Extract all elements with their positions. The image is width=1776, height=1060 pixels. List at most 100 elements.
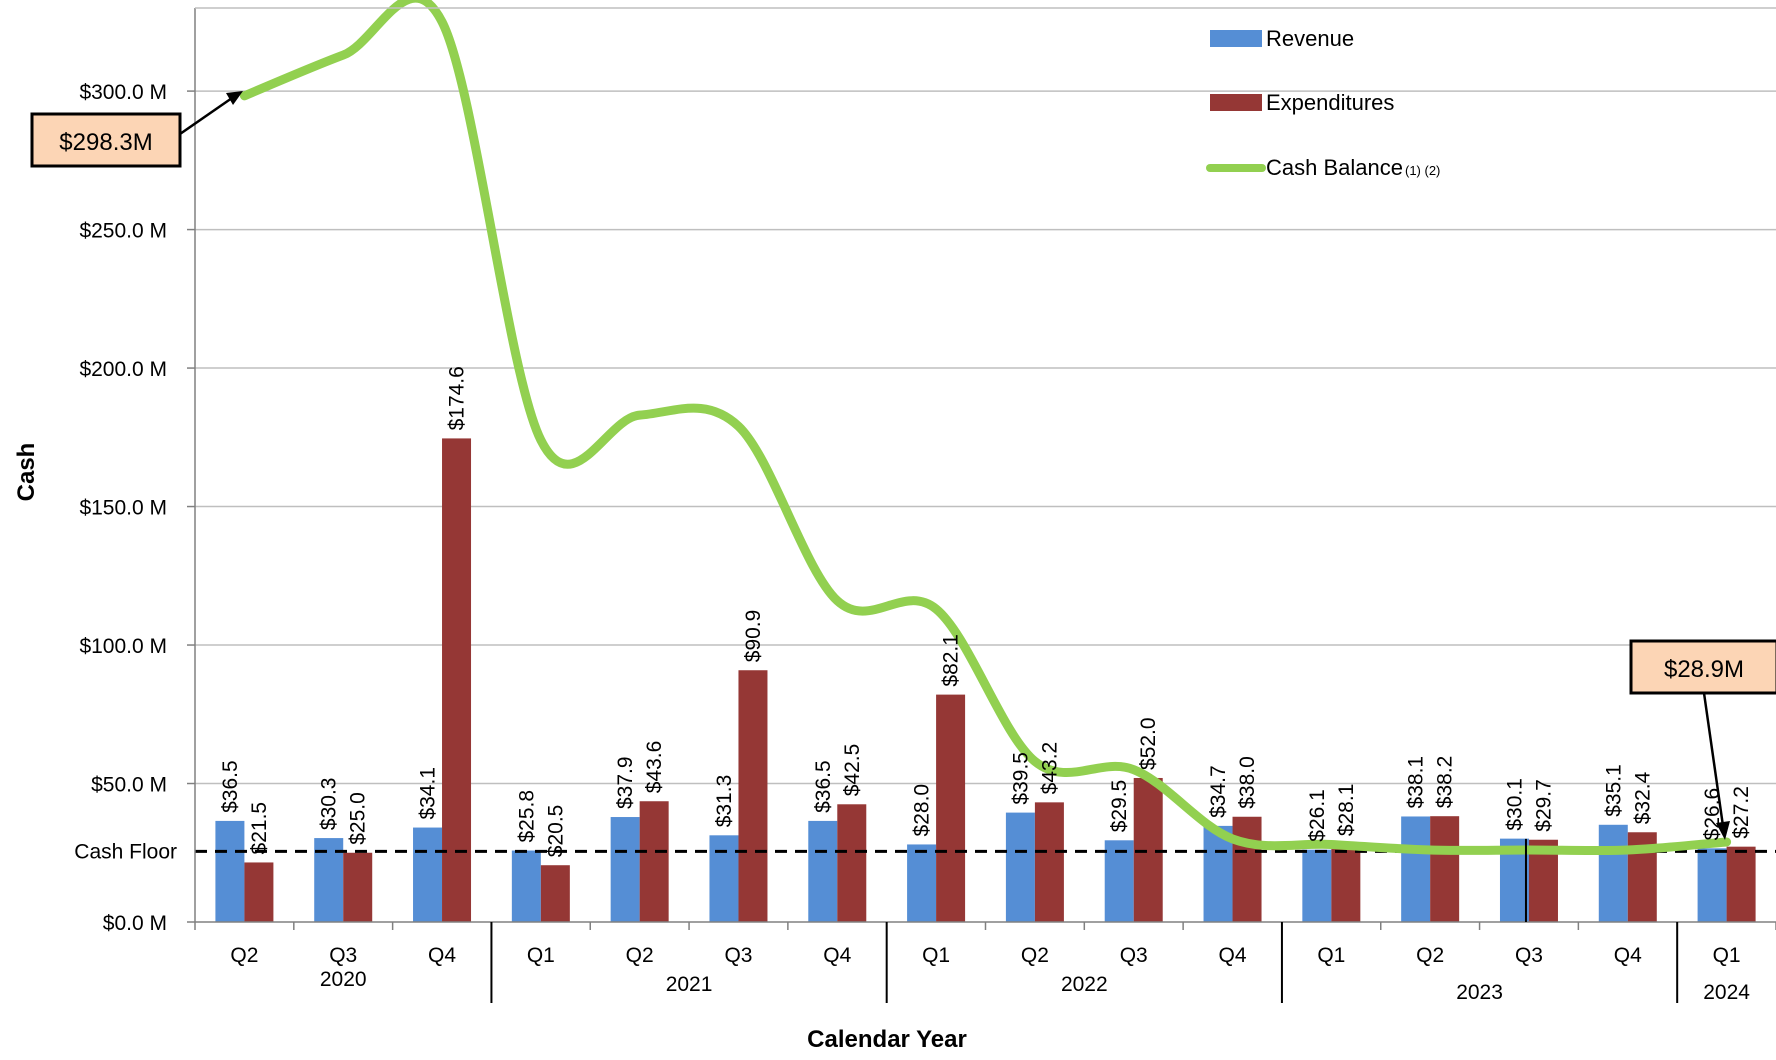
x-category-label: Q2: [626, 944, 654, 967]
x-category-label: Q3: [1515, 944, 1543, 967]
data-label-revenue: $30.3: [318, 778, 341, 831]
cash-floor-label: Cash Floor: [74, 840, 177, 863]
bar-revenue: [907, 844, 937, 922]
data-label-revenue: $26.1: [1306, 789, 1329, 842]
y-tick-label: $50.0 M: [91, 774, 167, 797]
bar-revenue: [1697, 848, 1727, 922]
legend-swatch-revenue: [1210, 30, 1262, 47]
bar-expenditures: [639, 801, 669, 922]
x-axis-categories: Q2 Q3 Q4 Q1 Q2 Q3 Q4 Q1 Q2 Q3 Q4 Q1 Q2 Q3 Q4 Q1 2020 2021…: [230, 944, 1750, 1004]
data-label-revenue: $39.5: [1009, 752, 1032, 805]
callout-end-arrowhead: [1716, 821, 1730, 840]
callout-end-text: $28.9M: [1664, 656, 1744, 683]
cash-balance-line-group: [239, 0, 1732, 856]
bar-revenue: [1203, 825, 1233, 922]
data-label-revenue: $29.5: [1108, 780, 1131, 833]
x-axis-title: Calendar Year: [807, 1026, 967, 1053]
bar-expenditures: [936, 694, 966, 922]
x-category-label: Q1: [922, 944, 950, 967]
callout-start-balance: $298.3M: [30, 91, 243, 168]
bar-expenditures: [1430, 816, 1460, 922]
bar-revenue: [808, 820, 838, 922]
x-category-label: Q1: [1713, 944, 1741, 967]
bar-revenue: [610, 817, 640, 922]
x-category-label: Q2: [1416, 944, 1444, 967]
y-tick-label: $200.0 M: [79, 358, 167, 381]
data-label-expenditures: $43.2: [1038, 742, 1061, 795]
bars: [215, 438, 1756, 922]
bar-expenditures: [1331, 844, 1361, 922]
data-label-expenditures: $38.0: [1236, 756, 1259, 809]
callout-start-text: $298.3M: [59, 129, 152, 156]
data-label-expenditures: $42.5: [841, 744, 864, 797]
x-year-label: 2024: [1703, 981, 1750, 1004]
x-category-label: Q1: [1317, 944, 1345, 967]
bar-expenditures: [244, 862, 274, 922]
x-category-label: Q4: [428, 944, 456, 967]
data-label-revenue: $31.3: [713, 775, 736, 828]
data-label-expenditures: $27.2: [1730, 786, 1753, 839]
data-label-expenditures: $52.0: [1137, 717, 1160, 770]
bar-expenditures: [837, 804, 867, 922]
svg-text:Cash Balance(1) (2): Cash Balance (1) (2): [1266, 155, 1440, 180]
y-tick-label: $0.0 M: [103, 912, 167, 935]
data-label-revenue: $36.5: [812, 760, 835, 813]
cash-floor-group: Cash Floor: [74, 840, 1776, 863]
x-category-label: Q4: [823, 944, 851, 967]
x-category-label: Q1: [527, 944, 555, 967]
bar-revenue: [1104, 840, 1134, 922]
data-label-revenue: $25.8: [515, 790, 538, 843]
callout-start-arrow: [179, 96, 233, 136]
y-tick-label: $150.0 M: [79, 497, 167, 520]
bar-revenue: [1598, 824, 1628, 922]
data-label-expenditures: $174.6: [446, 366, 469, 430]
y-tick-label: $100.0 M: [79, 635, 167, 658]
x-category-label: Q2: [1021, 944, 1049, 967]
data-label-expenditures: $28.1: [1335, 784, 1358, 837]
bar-revenue: [709, 835, 739, 922]
data-label-expenditures: $90.9: [742, 610, 765, 663]
data-label-revenue: $35.1: [1602, 764, 1625, 817]
bar-expenditures: [343, 852, 373, 922]
x-year-label: 2022: [1061, 973, 1108, 996]
callout-end-box: [1629, 639, 1776, 695]
data-label-expenditures: $32.4: [1631, 771, 1654, 824]
data-label-revenue: $28.0: [911, 784, 934, 837]
x-year-label: 2021: [666, 973, 713, 996]
data-label-expenditures: $29.7: [1532, 779, 1555, 832]
bar-revenue: [1005, 812, 1035, 922]
legend-label-revenue: Revenue: [1266, 26, 1354, 51]
x-category-label: Q2: [230, 944, 258, 967]
data-label-revenue: $34.1: [417, 767, 440, 820]
bar-revenue: [511, 850, 541, 922]
data-label-revenue: $38.1: [1405, 756, 1428, 809]
bar-expenditures: [1726, 846, 1756, 922]
y-axis-ticks: $0.0 M $50.0 M $100.0 M $150.0 M $200.0 M $25…: [79, 81, 195, 935]
data-label-expenditures: $82.1: [940, 634, 963, 687]
data-label-revenue: $36.5: [219, 760, 242, 813]
axes: [194, 7, 1776, 1003]
data-label-expenditures: $21.5: [248, 802, 271, 855]
bar-revenue: [215, 820, 245, 922]
bar-revenue: [1401, 816, 1431, 922]
data-label-revenue: $30.1: [1503, 778, 1526, 831]
callout-end-balance: $28.9M: [1629, 639, 1776, 840]
x-year-label: 2023: [1456, 981, 1503, 1004]
data-label-expenditures: $25.0: [347, 792, 370, 845]
bar-expenditures: [738, 670, 768, 922]
legend-label-cash-balance-footnote: (1) (2): [1405, 163, 1440, 178]
y-axis-title: Cash: [13, 443, 40, 502]
x-year-label: 2020: [320, 968, 367, 991]
cash-balance-line: [239, 0, 1732, 856]
x-category-label: Q4: [1219, 944, 1247, 967]
data-label-expenditures: $38.2: [1434, 756, 1457, 809]
y-tick-label: $300.0 M: [79, 81, 167, 104]
y-tick-label: $250.0 M: [79, 220, 167, 243]
data-label-expenditures: $20.5: [544, 805, 567, 858]
bar-expenditures: [1034, 802, 1064, 922]
callout-end-arrow: [1702, 692, 1725, 827]
legend-label-expenditures: Expenditures: [1266, 90, 1394, 115]
x-category-label: Q3: [1120, 944, 1148, 967]
bar-expenditures: [540, 865, 570, 922]
